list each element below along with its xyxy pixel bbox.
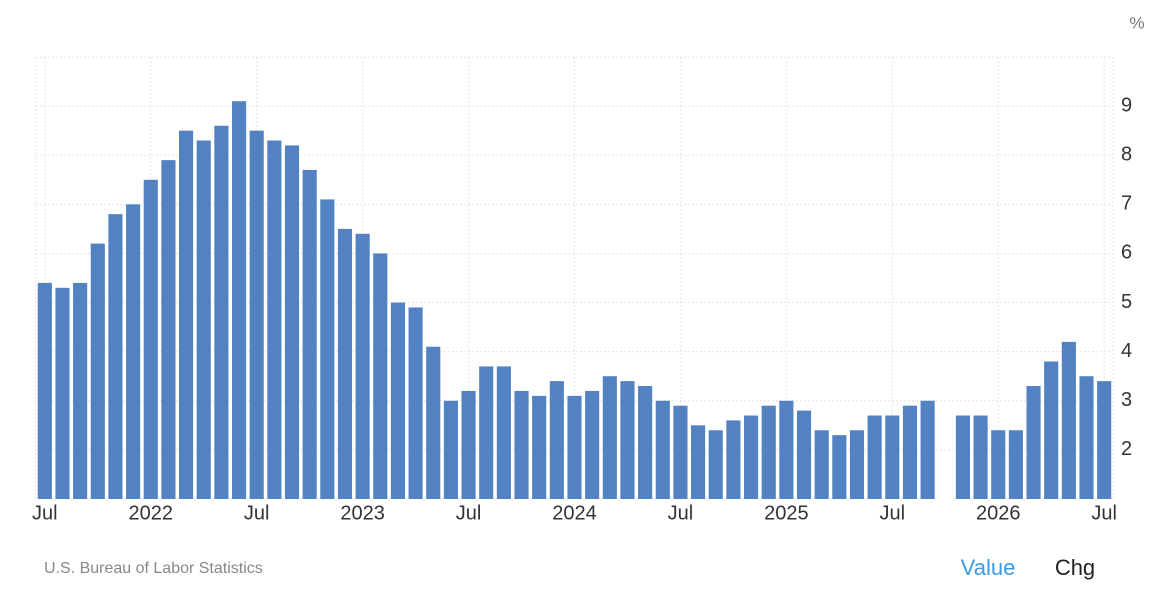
bar [1026,386,1041,499]
bar [426,346,441,499]
bar [143,179,158,499]
bar [638,386,653,499]
bar [479,366,494,499]
bar [214,125,229,499]
bar [355,233,370,500]
bar [532,395,547,499]
bar [955,415,970,499]
value-button[interactable]: Value [961,555,1016,580]
bar [443,400,458,499]
bar [161,160,176,499]
bar [726,420,741,499]
bar [549,381,564,499]
bar [408,307,423,499]
bar [337,228,353,499]
bar [514,390,529,499]
bar [461,390,476,499]
chg-button[interactable]: Chg [1055,555,1095,580]
bar [496,366,511,499]
bar [691,425,706,499]
bar [620,381,635,499]
bar [867,415,882,499]
bar [673,405,688,499]
bar [708,430,723,499]
x-tick-label: Jul [244,502,270,524]
bar [779,400,794,499]
y-tick-label: 3 [1121,389,1132,411]
y-tick-label: 7 [1121,193,1132,215]
source: U.S. Bureau of Labor Statistics [44,560,263,577]
y-tick-label: 8 [1121,144,1132,166]
bar [832,435,847,499]
bar [920,400,935,499]
x-tick-label: Jul [668,502,694,524]
x-tick-label: 2025 [764,502,809,524]
y-tick-label: 2 [1121,438,1132,460]
bar [902,405,918,499]
bar [284,145,300,499]
bar [655,400,670,499]
y-tick-label: 5 [1121,291,1132,313]
bar [373,253,388,499]
bar [991,430,1006,499]
bar [320,199,335,499]
bar [1079,376,1094,499]
x-tick-label: 2024 [552,502,597,524]
bar [90,243,105,499]
bar [37,282,52,499]
bar [973,415,988,499]
bar [126,204,141,500]
x-tick-label: Jul [1091,502,1117,524]
bar [267,140,282,499]
bar [55,287,70,499]
bar [108,214,123,499]
x-tick-label: 2022 [129,502,174,524]
bar [743,415,759,499]
bar [585,390,600,499]
x-tick-label: 2023 [340,502,385,524]
y-tick-label: 4 [1121,340,1132,362]
x-tick-label: Jul [456,502,482,524]
x-tick-label: Jul [880,502,906,524]
bar [231,101,247,499]
unit-label: % [1129,13,1144,32]
bar [602,376,617,499]
x-tick-label: Jul [32,502,58,524]
bar [885,415,900,499]
bar [1008,430,1023,499]
bar [761,405,776,499]
bar [567,395,582,499]
bar [249,130,264,499]
bar [1061,341,1076,499]
bar [196,140,211,499]
y-tick-label: 6 [1121,242,1132,264]
bar [302,169,317,499]
bar [1044,361,1059,499]
bar [73,282,88,499]
bar [796,410,812,499]
x-tick-label: 2026 [976,502,1021,524]
bar [849,430,865,499]
bar [1097,381,1112,499]
bar [814,430,829,499]
bar [390,302,406,499]
y-tick-label: 9 [1121,94,1132,116]
bar [179,130,194,499]
